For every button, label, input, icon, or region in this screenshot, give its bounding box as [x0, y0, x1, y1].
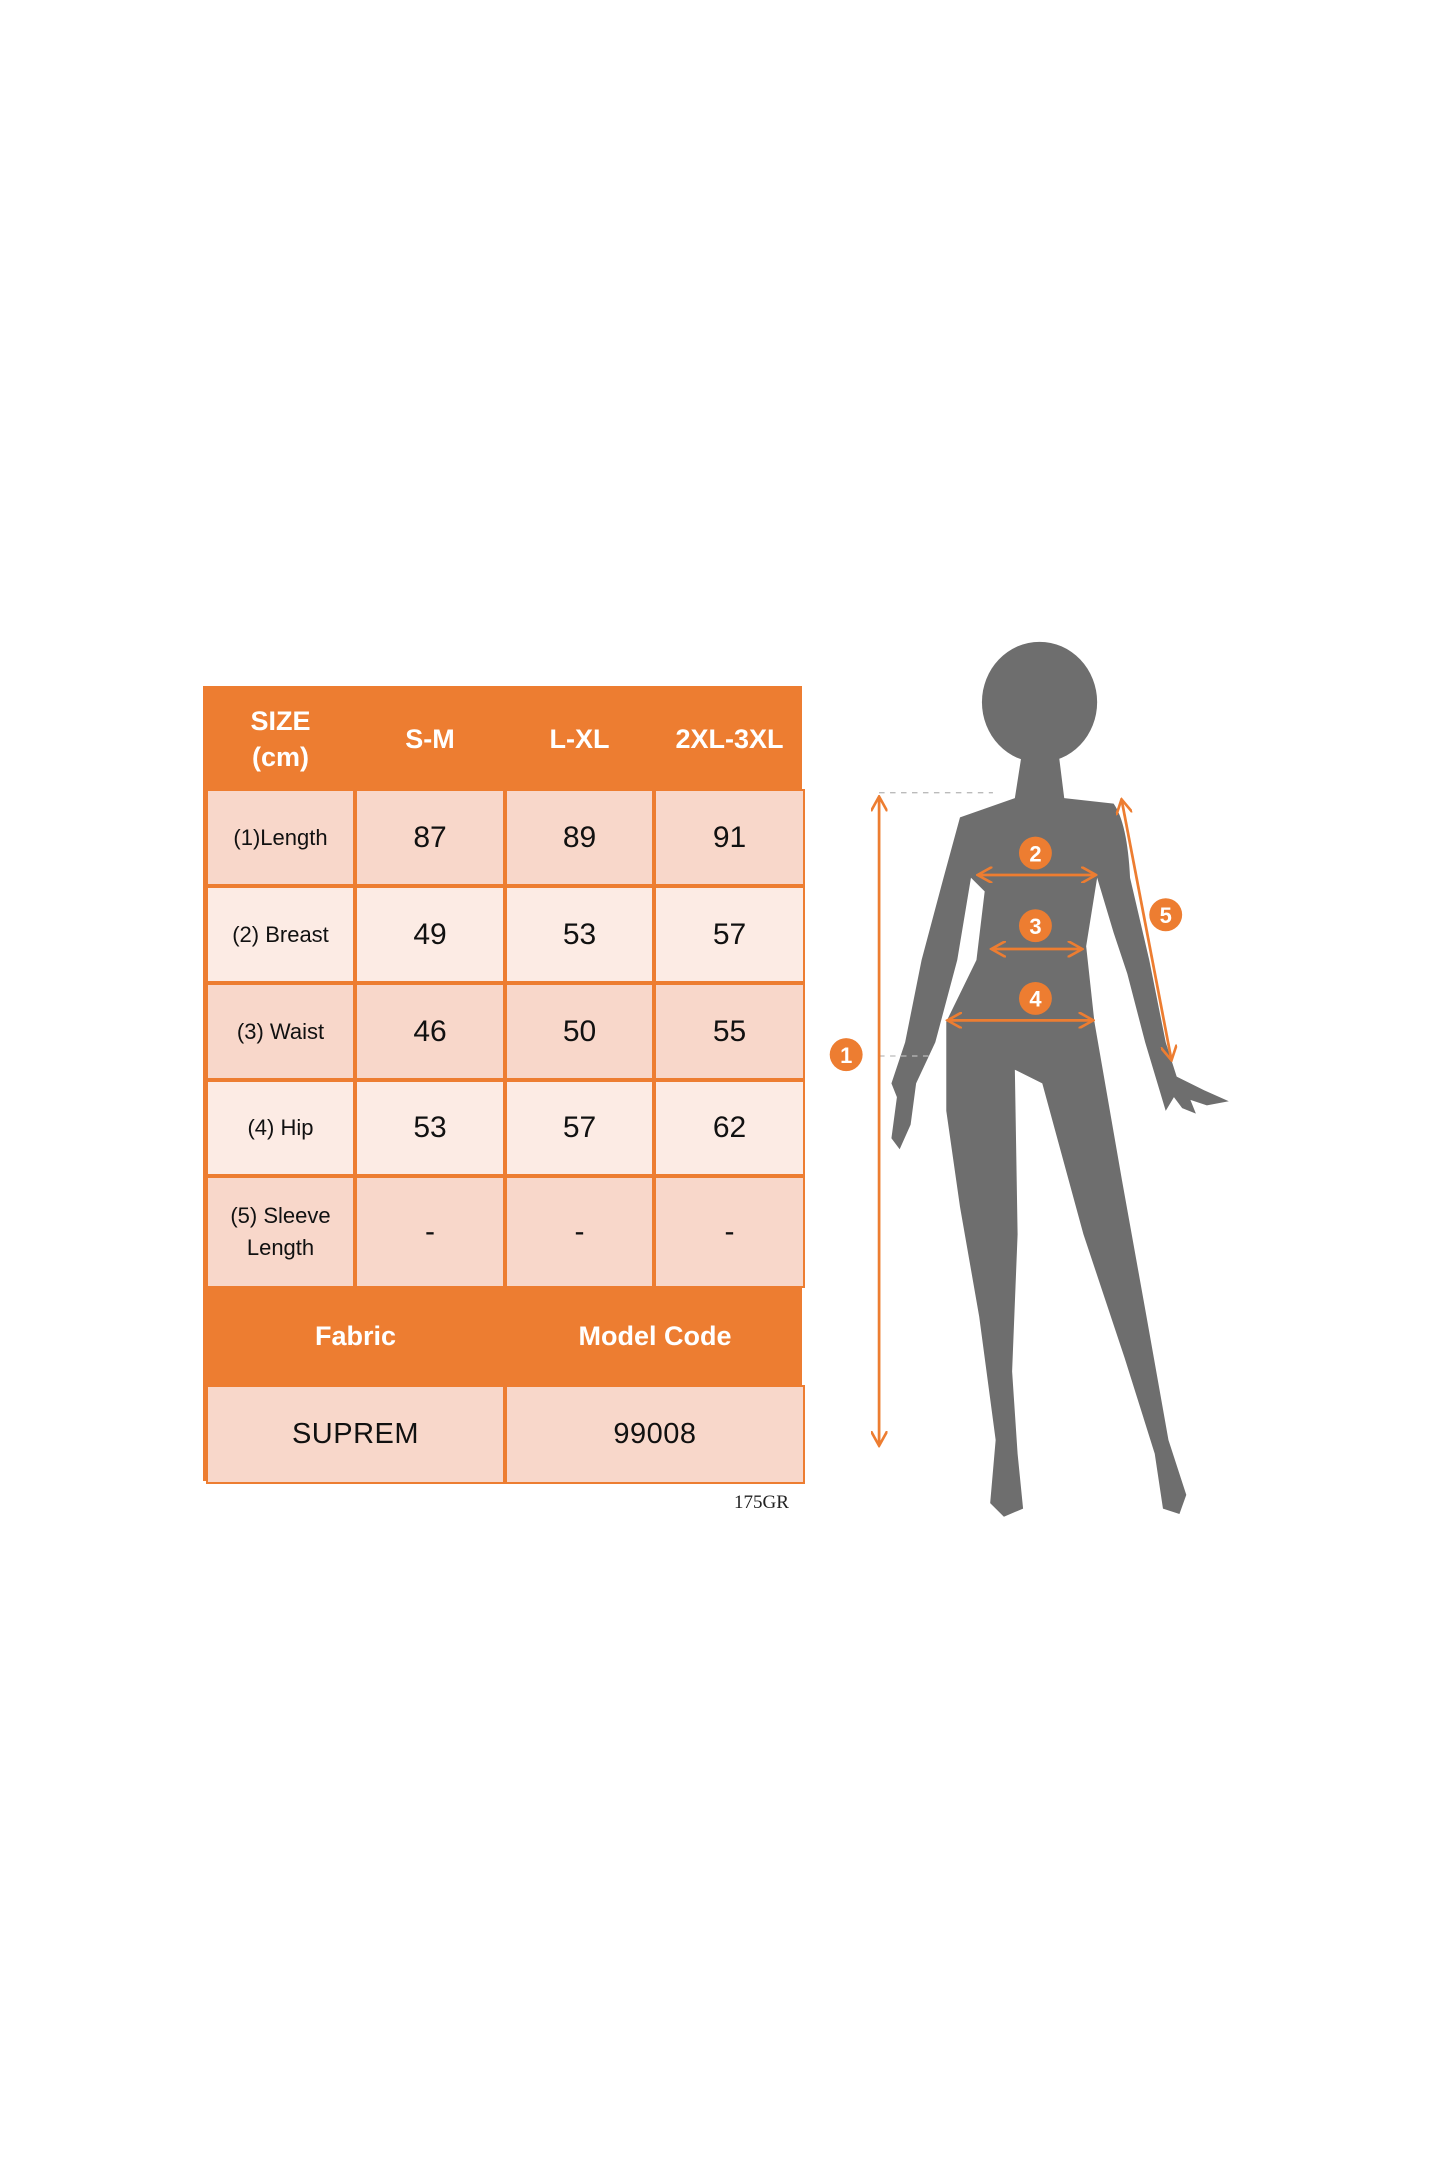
measurement-guides	[879, 792, 1171, 1444]
marker-2: 2	[1029, 841, 1041, 866]
table-cell: 49	[355, 886, 505, 983]
sleeve-label-line2: Length	[246, 1235, 315, 1260]
woman-silhouette	[891, 641, 1229, 1517]
table-cell: 50	[505, 983, 654, 1080]
marker-1-circle	[829, 1038, 863, 1072]
table-cell: 57	[654, 886, 805, 983]
model-code-value: 99008	[505, 1385, 805, 1484]
table-cell: 46	[355, 983, 505, 1080]
size-chart-table: SIZE (cm) S-M L-XL 2XL-3XL (1)Length 87 8…	[203, 686, 805, 1484]
fabric-header: Fabric	[314, 1321, 397, 1352]
row-label-breast: (2) Breast	[206, 886, 355, 983]
header-size-cell: SIZE (cm)	[206, 689, 355, 789]
fabric-value: SUPREM	[206, 1385, 505, 1484]
table-cell: -	[654, 1176, 805, 1288]
marker-3: 3	[1029, 914, 1041, 939]
table-cell: 53	[355, 1080, 505, 1176]
weight-code: 175GR	[734, 1492, 789, 1513]
table-cell: 87	[355, 789, 505, 886]
measurement-markers: 1 2 3 4 5	[829, 836, 1183, 1072]
marker-2-circle	[1018, 836, 1052, 870]
table-cell: 62	[654, 1080, 805, 1176]
size-label: SIZE	[250, 705, 311, 736]
header-size-lxl: L-XL	[549, 723, 610, 754]
table-cell: 91	[654, 789, 805, 886]
table-cell: 57	[505, 1080, 654, 1176]
marker-1: 1	[840, 1043, 852, 1068]
row-label-length: (1)Length	[206, 789, 355, 886]
sleeve-arrow	[1122, 801, 1171, 1059]
marker-3-circle	[1018, 909, 1052, 943]
row-label-waist: (3) Waist	[206, 983, 355, 1080]
table-cell: 55	[654, 983, 805, 1080]
header-size-sm: S-M	[405, 723, 455, 754]
unit-label: (cm)	[251, 742, 309, 772]
marker-4-circle	[1018, 981, 1052, 1015]
marker-4: 4	[1029, 987, 1042, 1012]
marker-5-circle	[1149, 898, 1183, 932]
sleeve-label-line1: (5) Sleeve	[230, 1203, 331, 1229]
row-label-hip: (4) Hip	[206, 1080, 355, 1176]
table-cell: -	[355, 1176, 505, 1288]
table-cell: 89	[505, 789, 654, 886]
marker-5: 5	[1160, 903, 1172, 928]
row-label-sleeve: (5) Sleeve Length	[206, 1176, 355, 1288]
table-cell: 53	[505, 886, 654, 983]
model-code-header: Model Code	[578, 1321, 732, 1352]
table-cell: -	[505, 1176, 654, 1288]
header-size-2xl3xl: 2XL-3XL	[675, 723, 784, 754]
